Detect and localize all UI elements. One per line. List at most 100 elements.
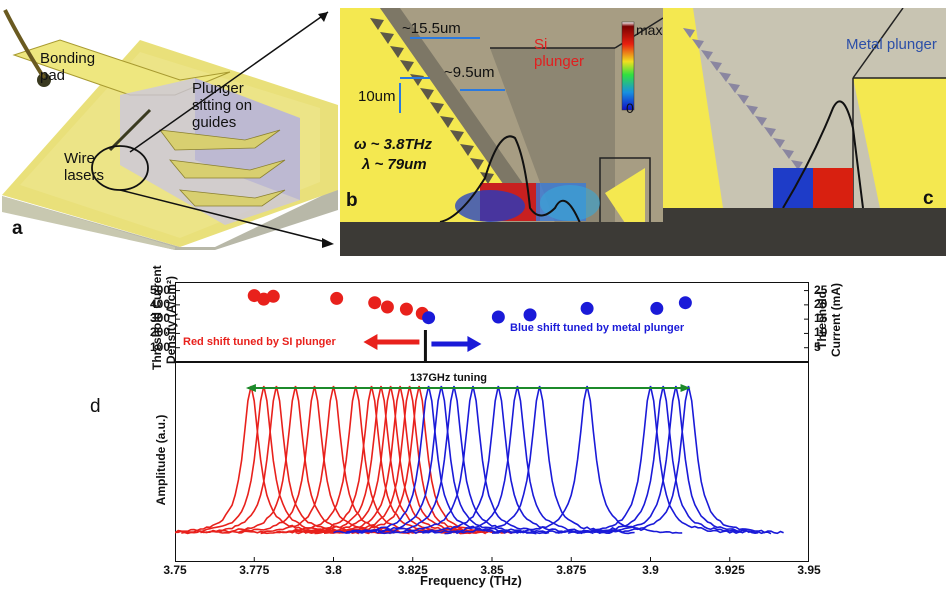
- grating-tooth: [480, 172, 494, 184]
- simulation-image-b: [340, 8, 663, 256]
- grating-tooth: [440, 116, 454, 128]
- panel-b: ~15.5um ~9.5um 10um ω ~ 3.8THz λ ~ 79um …: [340, 8, 663, 256]
- grating-tooth: [370, 18, 384, 30]
- threshold-ytick-left: 300: [149, 311, 170, 326]
- blue-threshold-point: [678, 296, 692, 310]
- threshold-ytick-left: 500: [149, 282, 170, 297]
- grating-tooth: [400, 60, 414, 72]
- blue-threshold-point: [422, 311, 436, 325]
- blue-spectrum-line: [593, 385, 784, 535]
- threshold-current-ylabel-line2: Current (mA): [829, 283, 843, 357]
- panel-c-letter: c: [923, 188, 934, 209]
- grating-tooth: [755, 116, 767, 126]
- blue-spectrum-line: [580, 385, 772, 535]
- panel-b-letter: b: [346, 190, 358, 211]
- threshold-ytick-right: 15: [814, 311, 828, 326]
- si-plunger-label-line2: plunger: [534, 53, 585, 70]
- blue-shift-arrowhead: [467, 336, 482, 352]
- si-plunger-label: Si plunger: [534, 36, 584, 70]
- grating-tooth: [692, 39, 704, 49]
- omega-label: ω ~ 3.8THz: [354, 136, 432, 153]
- si-plunger-label-line1: Si: [534, 36, 548, 53]
- grating-tooth: [782, 149, 794, 159]
- colorbar: [621, 21, 635, 111]
- blue-spectrum-line: [567, 385, 759, 535]
- plunger-label-line3: guides: [192, 114, 237, 131]
- wire-lasers-label-line1: Wire: [64, 150, 95, 167]
- threshold-plot: [175, 282, 809, 362]
- metal-plunger-label: Metal plunger: [846, 36, 937, 53]
- grating-tooth: [728, 83, 740, 93]
- grating-tooth: [683, 28, 695, 38]
- frequency-xtick: 3.8: [325, 563, 342, 577]
- tuning-arrowhead-right: [680, 384, 691, 392]
- grating-tooth: [719, 72, 731, 82]
- blue-threshold-point: [650, 301, 664, 315]
- grating-tooth: [470, 158, 484, 170]
- wire-lasers-label-line2: lasers: [64, 167, 105, 184]
- frequency-xtick: 3.775: [239, 563, 270, 577]
- colorbar-max-label: max: [636, 22, 663, 38]
- blue-threshold-point: [491, 310, 505, 324]
- blue-spectrum-line: [358, 385, 550, 535]
- dim-width-label: 10um: [358, 88, 396, 105]
- grating-tooth: [450, 130, 464, 142]
- red-threshold-point: [368, 296, 382, 310]
- wire-lasers-label: Wire lasers: [64, 150, 104, 184]
- grating-tooth: [460, 144, 474, 156]
- frequency-xlabel: Frequency (THz): [420, 573, 522, 588]
- blue-spectrum-line: [377, 385, 569, 535]
- grating-tooth: [737, 94, 749, 104]
- red-shift-annotation: Red shift tuned by SI plunger: [183, 336, 336, 348]
- blue-threshold-point: [523, 308, 537, 322]
- panel-a: Bonding pad Plunger sitting on guides Wi…: [0, 0, 340, 250]
- grating-tooth: [773, 138, 785, 148]
- grating-tooth: [701, 50, 713, 60]
- red-threshold-point: [266, 289, 280, 303]
- bonding-pad-label-line1: Bonding: [40, 50, 96, 67]
- frequency-xtick: 3.85: [480, 563, 504, 577]
- panel-a-letter: a: [12, 218, 23, 239]
- red-spectrum-line: [238, 385, 429, 534]
- blue-spectrum-line: [491, 385, 683, 534]
- grating-tooth: [420, 88, 434, 100]
- grating-tooth: [390, 46, 404, 58]
- threshold-markers: [175, 289, 809, 362]
- grating-tooth: [710, 61, 722, 71]
- threshold-ytick-right: 25: [814, 282, 828, 297]
- grating-tooth: [791, 160, 803, 170]
- blue-spectrum-line: [403, 385, 594, 535]
- dim-gap-label: ~9.5um: [444, 64, 495, 81]
- blue-threshold-point: [580, 301, 594, 315]
- frequency-xtick: 3.925: [714, 563, 745, 577]
- bonding-pad-label: Bonding pad: [40, 50, 95, 84]
- tuning-arrowhead-left: [245, 384, 256, 392]
- grating-tooth: [746, 105, 758, 115]
- amplitude-ylabel: Amplitude (a.u.): [154, 414, 168, 506]
- spectrum-lines: [175, 384, 809, 562]
- frequency-xtick: 3.875: [556, 563, 587, 577]
- grating-tooth: [430, 102, 444, 114]
- red-shift-arrowhead: [363, 334, 378, 350]
- plunger-label-line2: sitting on: [192, 97, 253, 114]
- dim-period-label: ~15.5um: [402, 20, 461, 37]
- red-threshold-point: [380, 300, 394, 314]
- red-threshold-point: [330, 291, 344, 305]
- bonding-pad-label-line2: pad: [40, 67, 66, 84]
- plunger-label-line1: Plunger: [192, 80, 244, 97]
- panel-c: Metal plunger c: [663, 8, 946, 256]
- threshold-ytick-right: 5: [814, 339, 821, 354]
- plunger-label: Plunger sitting on guides: [192, 80, 252, 131]
- frequency-xtick: 3.825: [397, 563, 428, 577]
- tuning-annotation: 137GHz tuning: [410, 372, 488, 384]
- threshold-ytick-right: 10: [814, 325, 828, 340]
- grating-tooth: [380, 32, 394, 44]
- frequency-xtick: 3.9: [642, 563, 659, 577]
- red-threshold-point: [399, 302, 413, 316]
- lambda-label: λ ~ 79um: [362, 156, 427, 173]
- frequency-xtick: 3.95: [797, 563, 821, 577]
- simulation-image-c: [663, 8, 946, 256]
- device-illustration: [2, 9, 338, 250]
- frequency-xtick: 3.75: [163, 563, 187, 577]
- blue-shift-annotation: Blue shift tuned by metal plunger: [510, 322, 685, 334]
